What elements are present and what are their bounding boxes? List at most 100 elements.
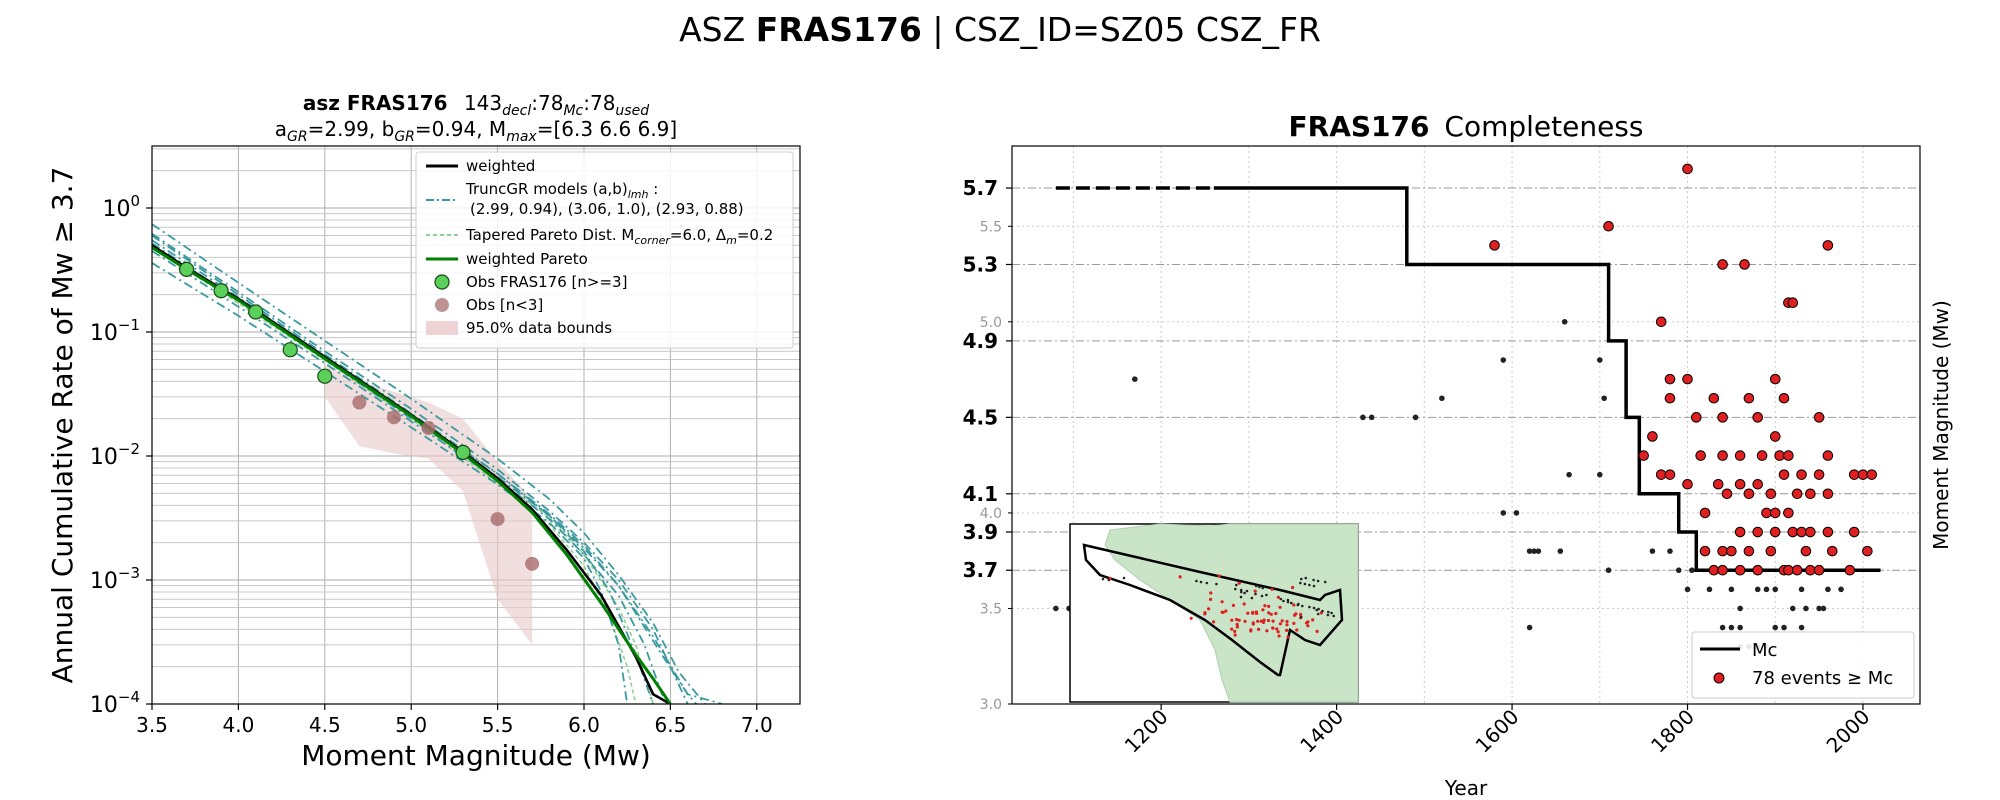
- inset-red-dot: [1249, 629, 1253, 633]
- inset-land-shape: [1104, 523, 1359, 703]
- event-red-point: [1783, 450, 1794, 461]
- event-black-point: [1649, 548, 1656, 554]
- event-black-point: [1526, 548, 1533, 554]
- event-black-point: [1728, 586, 1735, 593]
- event-black-point: [1596, 357, 1603, 363]
- left-xtick-label: 4.5: [309, 713, 341, 737]
- inset-black-dot: [1254, 584, 1258, 588]
- left-xtick-label: 6.0: [568, 713, 600, 737]
- left-title-b: 0.94: [432, 117, 477, 141]
- inset-black-dot: [1215, 582, 1218, 586]
- right-ytick-mc-label: 5.3: [963, 252, 998, 276]
- left-legend-box: [415, 151, 794, 349]
- inset-red-dot: [1257, 627, 1261, 632]
- legend-obs-green-label: Obs FRAS176 [n>=3]: [466, 273, 627, 291]
- event-red-point: [1769, 526, 1781, 538]
- event-red-point: [1848, 526, 1860, 538]
- event-red-point: [1721, 488, 1733, 500]
- right-xtick-label: 1800: [1646, 705, 1699, 758]
- inset-red-dot: [1315, 629, 1319, 634]
- right-yticks: 3.0 3.5 4.0 5.0 5.5 3.7 3.9 4.1 4.5 4.9 5.3 5.7: [963, 176, 1012, 713]
- event-red-point: [1717, 450, 1728, 461]
- inset-red-dot: [1267, 604, 1271, 609]
- inset-red-dot: [1243, 619, 1247, 624]
- event-black-point: [1737, 605, 1743, 612]
- right-xtick-label: 1200: [1120, 705, 1173, 758]
- right-events-red: [1489, 163, 1878, 576]
- event-red-point: [1734, 564, 1746, 576]
- event-red-point: [1813, 412, 1825, 423]
- inset-black-dot: [1235, 583, 1238, 587]
- inset-black-dot: [1312, 584, 1316, 588]
- left-xtick-label: 3.5: [136, 713, 168, 737]
- left-xlabel: Moment Magnitude (Mw): [301, 739, 651, 772]
- left-ytick-label: 10−4: [90, 688, 140, 718]
- right-ytick-mc-label: 4.9: [963, 329, 998, 353]
- event-black-point: [1781, 624, 1787, 631]
- inset-red-dot: [1285, 619, 1289, 624]
- legend-events-swatch: [1713, 672, 1725, 684]
- inset-black-dot: [1205, 581, 1209, 585]
- inset-black-dot: [1107, 578, 1111, 582]
- inset-red-dot: [1292, 621, 1296, 626]
- event-red-point: [1783, 507, 1794, 519]
- event-black-point: [1557, 548, 1564, 554]
- event-red-point: [1769, 431, 1781, 442]
- inset-black-dot: [1240, 590, 1243, 594]
- legend-weighted-label: weighted: [466, 157, 535, 175]
- event-red-point: [1752, 564, 1764, 576]
- inset-black-dot: [1300, 577, 1303, 581]
- inset-red-dot: [1280, 619, 1284, 623]
- inset-black-dot: [1308, 583, 1311, 587]
- suptitle-bold: FRAS176: [755, 10, 922, 49]
- right-ytick-mc-label: 3.9: [963, 520, 998, 544]
- inset-black-dot: [1243, 591, 1246, 595]
- inset-black-dot: [1279, 597, 1283, 601]
- inset-red-dot: [1220, 600, 1224, 604]
- event-black-point: [1535, 548, 1542, 554]
- inset-red-dot: [1267, 611, 1271, 615]
- inset-black-dot: [1316, 612, 1320, 616]
- event-red-point: [1743, 392, 1755, 404]
- event-black-point: [1360, 414, 1366, 421]
- left-title-nused: 78: [590, 91, 615, 115]
- left-chart: 3.5 4.0 4.5 5.0 5.5 6.0 6.5 7.0 100 10−1 10−2 10−3…: [46, 91, 801, 772]
- inset-red-dot: [1230, 618, 1234, 622]
- data-bounds-band: [324, 365, 533, 645]
- inset-red-dot: [1254, 610, 1258, 614]
- event-black-point: [1596, 471, 1603, 478]
- right-xtick-label: 1600: [1471, 705, 1524, 758]
- right-xtick-label: 2000: [1822, 705, 1875, 758]
- event-black-point: [1601, 395, 1607, 402]
- inset-black-dot: [1282, 599, 1285, 603]
- event-red-point: [1664, 373, 1676, 385]
- left-title-line2: aGR=2.99, bGR=0.94, Mmax=[6.3 6.6 6.9]: [275, 117, 677, 145]
- event-black-point: [1728, 624, 1735, 631]
- event-red-point: [1822, 450, 1834, 461]
- event-red-point: [1787, 526, 1799, 538]
- inset-red-dot: [1209, 597, 1213, 602]
- event-black-point: [1689, 567, 1695, 574]
- left-title-line1: asz FRAS176 143decl:78Mc:78used: [303, 91, 649, 119]
- inset-red-dot: [1271, 626, 1275, 630]
- inset-black-dot: [1195, 579, 1198, 583]
- event-black-point: [1412, 414, 1419, 421]
- event-red-point: [1752, 478, 1764, 490]
- series-line-teal: [152, 234, 654, 704]
- right-ytick-mc-label: 4.1: [963, 482, 998, 506]
- event-red-point: [1866, 469, 1878, 480]
- inset-red-dot: [1274, 611, 1278, 616]
- event-red-point: [1690, 412, 1702, 423]
- inset-red-dot: [1261, 620, 1266, 625]
- event-red-point: [1800, 545, 1812, 557]
- event-black-point: [1667, 548, 1673, 554]
- inset-black-dot: [1321, 609, 1324, 613]
- right-legend: Mc 78 events ≥ Mc: [1691, 631, 1915, 699]
- event-black-point: [1816, 605, 1822, 612]
- event-black-point: [1763, 586, 1770, 593]
- event-red-point: [1778, 392, 1790, 404]
- inset-black-dot: [1245, 589, 1249, 593]
- left-title-nmc: 78: [538, 91, 563, 115]
- obs-green-point: [213, 283, 229, 299]
- event-black-point: [1684, 586, 1691, 593]
